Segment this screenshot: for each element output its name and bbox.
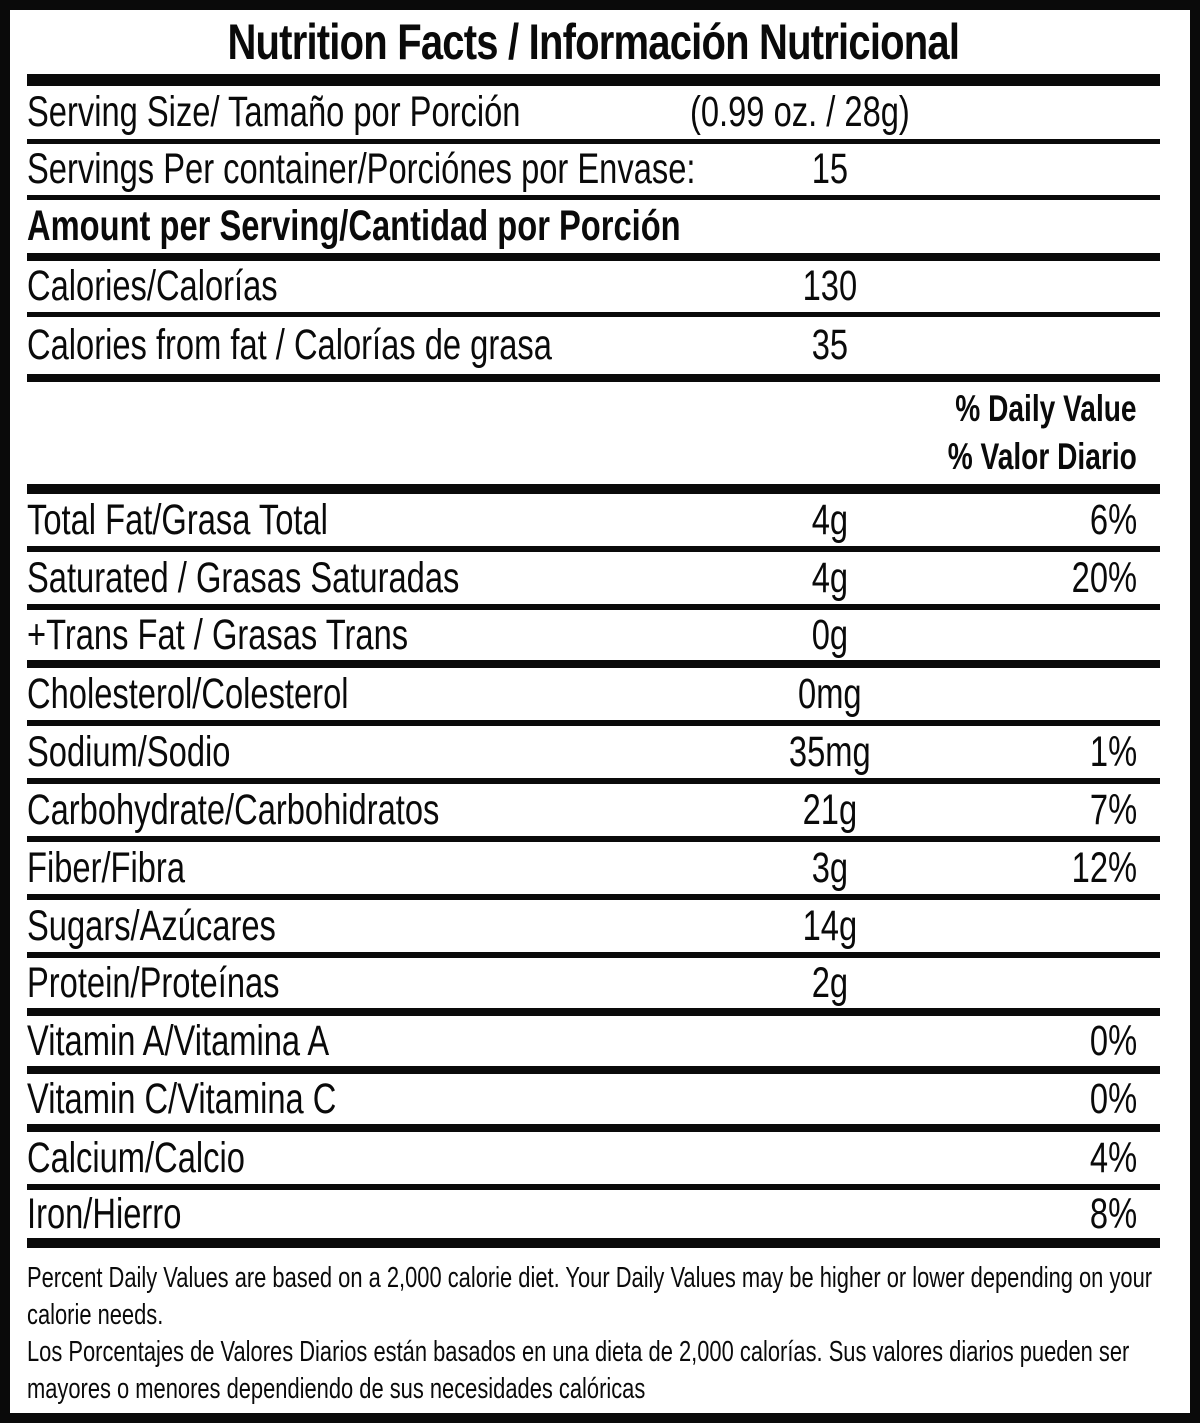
nutrient-row-sugars: Sugars/Azúcares 14g — [27, 900, 1160, 958]
nutrient-daily-value: 20% — [1071, 553, 1137, 602]
nutrient-name: Vitamin A/Vitamina A — [27, 1016, 330, 1065]
label-title-row: Nutrition Facts / Información Nutriciona… — [27, 10, 1160, 74]
nutrient-name: Fiber/Fibra — [27, 843, 185, 892]
nutrient-row-saturated-fat: Saturated / Grasas Saturadas 4g 20% — [27, 552, 1160, 610]
nutrient-amount: 0mg — [798, 669, 862, 718]
nutrient-row-trans-fat: +Trans Fat / Grasas Trans 0g — [27, 610, 1160, 668]
nutrient-name: Vitamin C/Vitamina C — [27, 1074, 337, 1123]
calories-from-fat-row: Calories from fat / Calorías de grasa 35 — [27, 317, 1160, 382]
nutrient-daily-value: 1% — [1089, 727, 1137, 776]
daily-value-header-block: % Daily Value % Valor Diario — [27, 382, 1160, 494]
calories-from-fat-value: 35 — [811, 321, 849, 369]
nutrient-amount: 2g — [811, 958, 849, 1007]
nutrient-name: Protein/Proteínas — [27, 958, 280, 1007]
nutrient-amount: 3g — [811, 843, 849, 892]
nutrient-name: Cholesterol/Colesterol — [27, 669, 349, 718]
nutrient-amount: 4g — [811, 553, 849, 602]
nutrient-amount: 0g — [811, 610, 849, 659]
calories-label: Calories/Calorías — [27, 262, 278, 310]
nutrient-name: Sodium/Sodio — [27, 727, 231, 776]
nutrient-daily-value: 0% — [1089, 1016, 1137, 1065]
nutrient-row-sodium: Sodium/Sodio 35mg 1% — [27, 726, 1160, 784]
footnote-area: Percent Daily Values are based on a 2,00… — [27, 1248, 1160, 1413]
nutrient-row-vitamin-a: Vitamin A/Vitamina A 0% — [27, 1016, 1160, 1074]
nutrient-row-iron: Iron/Hierro 8% — [27, 1190, 1160, 1248]
calories-value: 130 — [802, 262, 858, 310]
nutrient-amount: 14g — [802, 901, 858, 950]
daily-value-header-en: % Daily Value — [955, 388, 1137, 429]
nutrient-amount: 21g — [802, 785, 858, 834]
nutrient-name: Iron/Hierro — [27, 1189, 182, 1238]
nutrient-row-total-fat: Total Fat/Grasa Total 4g 6% — [27, 494, 1160, 552]
nutrient-row-vitamin-c: Vitamin C/Vitamina C 0% — [27, 1074, 1160, 1132]
nutrient-row-cholesterol: Cholesterol/Colesterol 0mg — [27, 668, 1160, 726]
nutrient-daily-value: 12% — [1071, 843, 1137, 892]
servings-per-container-label: Servings Per container/Porciónes por Env… — [27, 145, 696, 193]
servings-per-container-value: 15 — [811, 145, 849, 193]
label-title: Nutrition Facts / Información Nutriciona… — [227, 14, 960, 70]
calories-row: Calories/Calorías 130 — [27, 261, 1160, 317]
servings-per-container-row: Servings Per container/Porciónes por Env… — [27, 144, 1160, 200]
serving-size-value: (0.99 oz. / 28g) — [690, 88, 911, 136]
nutrient-name: Calcium/Calcio — [27, 1133, 245, 1182]
nutrient-amount: 35mg — [789, 727, 871, 776]
nutrient-name: Saturated / Grasas Saturadas — [27, 553, 460, 602]
nutrient-name: Total Fat/Grasa Total — [27, 495, 328, 544]
nutrient-daily-value: 7% — [1089, 785, 1137, 834]
calories-from-fat-label: Calories from fat / Calorías de grasa — [27, 321, 552, 369]
serving-size-label: Serving Size/ Tamaño por Porción — [27, 88, 521, 136]
title-divider-bar — [27, 74, 1160, 86]
nutrient-row-calcium: Calcium/Calcio 4% — [27, 1132, 1160, 1190]
amount-per-serving-header-row: Amount per Serving/Cantidad por Porción — [27, 200, 1160, 261]
nutrient-daily-value: 4% — [1089, 1133, 1137, 1182]
nutrient-name: +Trans Fat / Grasas Trans — [27, 610, 409, 659]
daily-value-header-es: % Valor Diario — [947, 436, 1137, 477]
nutrient-row-protein: Protein/Proteínas 2g — [27, 958, 1160, 1016]
serving-size-gap — [676, 88, 690, 137]
label-content: Nutrition Facts / Información Nutriciona… — [27, 10, 1160, 1413]
footnote-spanish: Los Porcentajes de Valores Diarios están… — [27, 1336, 1130, 1405]
nutrient-amount: 4g — [811, 495, 849, 544]
nutrient-daily-value: 8% — [1089, 1189, 1137, 1238]
nutrient-daily-value: 6% — [1089, 495, 1137, 544]
nutrient-row-carbohydrate: Carbohydrate/Carbohidratos 21g 7% — [27, 784, 1160, 842]
serving-size-cell: Serving Size/ Tamaño por Porción (0.99 o… — [27, 88, 1160, 137]
amount-per-serving-header: Amount per Serving/Cantidad por Porción — [27, 202, 681, 250]
footnote-english: Percent Daily Values are based on a 2,00… — [27, 1262, 1153, 1331]
nutrient-daily-value: 0% — [1089, 1074, 1137, 1123]
serving-size-row: Serving Size/ Tamaño por Porción (0.99 o… — [27, 86, 1160, 144]
nutrient-name: Carbohydrate/Carbohidratos — [27, 785, 440, 834]
nutrient-name: Sugars/Azúcares — [27, 901, 276, 950]
nutrient-row-fiber: Fiber/Fibra 3g 12% — [27, 842, 1160, 900]
